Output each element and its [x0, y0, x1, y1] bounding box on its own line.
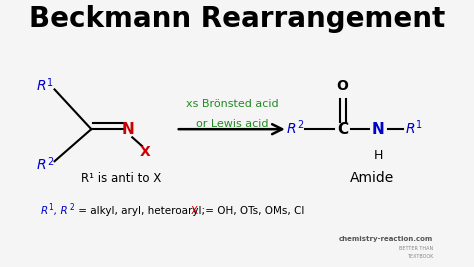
Text: 1: 1: [48, 203, 53, 212]
Text: H: H: [374, 149, 383, 162]
Text: O: O: [337, 79, 348, 93]
Text: Amide: Amide: [350, 171, 394, 186]
Text: 1: 1: [47, 78, 53, 88]
Text: R: R: [37, 158, 47, 172]
Text: or Lewis acid: or Lewis acid: [196, 119, 268, 129]
Text: chemistry-reaction.com: chemistry-reaction.com: [339, 236, 433, 242]
Text: R: R: [286, 122, 296, 136]
Text: BETTER THAN: BETTER THAN: [399, 246, 433, 251]
Text: R: R: [405, 122, 415, 136]
Text: R: R: [41, 206, 48, 215]
Text: N: N: [372, 122, 385, 137]
Text: R: R: [37, 79, 47, 93]
Text: , R: , R: [54, 206, 68, 215]
Text: C: C: [337, 122, 348, 137]
Text: = alkyl, aryl, heteroaryl;: = alkyl, aryl, heteroaryl;: [75, 206, 209, 215]
Text: 2: 2: [47, 157, 53, 167]
Text: N: N: [122, 122, 135, 137]
Text: 1: 1: [416, 120, 422, 130]
Text: X: X: [139, 145, 150, 159]
Text: TEXTBOOK: TEXTBOOK: [407, 254, 433, 260]
Text: = OH, OTs, OMs, Cl: = OH, OTs, OMs, Cl: [202, 206, 304, 215]
Text: xs Brönsted acid: xs Brönsted acid: [186, 99, 278, 109]
Text: X: X: [191, 206, 198, 215]
Text: R¹ is anti to X: R¹ is anti to X: [81, 172, 161, 185]
Text: 2: 2: [297, 120, 303, 130]
Text: 2: 2: [69, 203, 74, 212]
Text: Beckmann Rearrangement: Beckmann Rearrangement: [29, 5, 445, 33]
